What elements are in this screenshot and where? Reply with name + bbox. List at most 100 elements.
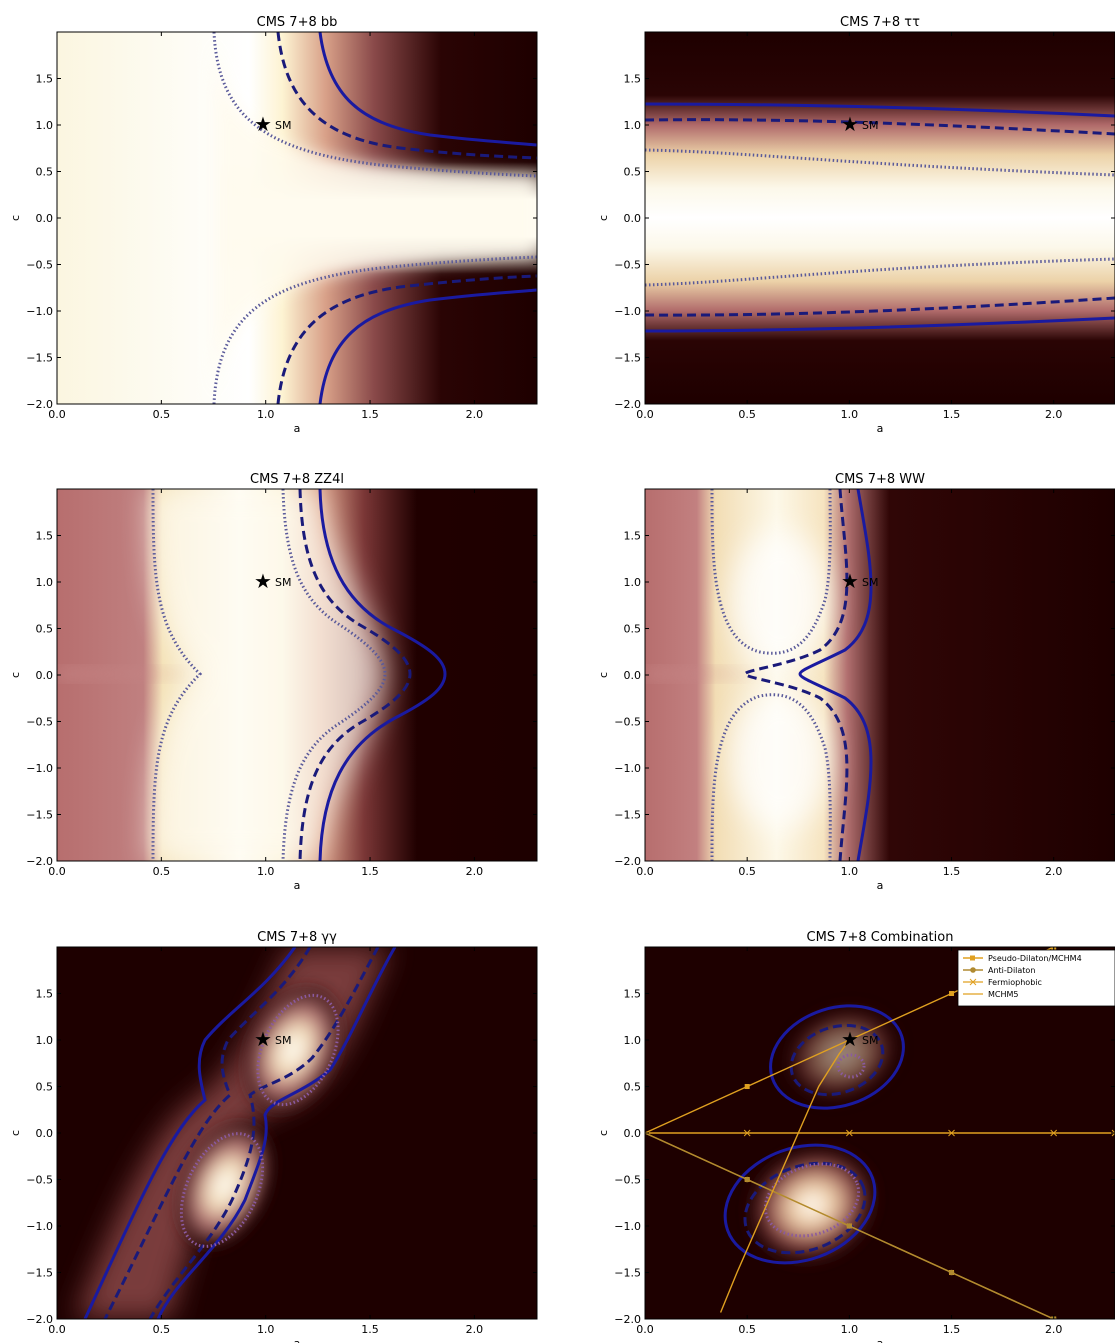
sm-label: SM <box>275 1034 291 1047</box>
x-axis-label: a <box>877 879 884 892</box>
series-point <box>744 1084 750 1089</box>
x-tick-label: 0.5 <box>153 408 171 421</box>
x-tick-label: 1.5 <box>943 408 961 421</box>
x-axis-label: a <box>294 1337 301 1343</box>
contour-dashed <box>103 947 312 1319</box>
y-tick-label: 1.0 <box>36 119 54 132</box>
y-tick-label: −1.0 <box>614 762 641 775</box>
panel-tautau: CMS 7+8 ττ 0.0 0.5 1.0 1.5 2.0 −2.0 −1.5 −1.0 −0… <box>597 15 1115 435</box>
series-point <box>1111 1129 1115 1137</box>
y-tick-label: −1.0 <box>26 762 53 775</box>
x-tick-label: 1.0 <box>257 865 275 878</box>
sm-star: ★ <box>254 112 272 136</box>
x-tick-label: 2.0 <box>1045 408 1063 421</box>
sm-star: ★ <box>254 1027 272 1051</box>
y-tick-label: −2.0 <box>614 1313 641 1326</box>
x-tick-label: 1.0 <box>841 865 859 878</box>
y-tick-label: −1.5 <box>614 1267 641 1280</box>
contour-solid <box>769 1004 905 1110</box>
series-point <box>1050 1129 1058 1137</box>
sm-star: ★ <box>841 1027 859 1051</box>
x-tick-label: 0.0 <box>48 408 66 421</box>
x-tick-label: 2.0 <box>1045 865 1063 878</box>
sm-label: SM <box>862 576 878 589</box>
series-point <box>846 1037 852 1043</box>
contour-dotted <box>763 1162 861 1238</box>
x-tick-label: 0.0 <box>636 408 654 421</box>
series-point <box>846 1223 853 1229</box>
y-tick-label: 1.5 <box>624 988 642 1001</box>
y-tick-label: −0.5 <box>26 1174 53 1187</box>
x-tick-label: 2.0 <box>466 408 484 421</box>
y-tick-label: −0.5 <box>614 259 641 272</box>
heatmap <box>57 489 537 861</box>
y-tick-label: 1.5 <box>36 73 54 86</box>
panel-title: CMS 7+8 ZZ4l <box>250 472 344 487</box>
panel-zz4l: CMS 7+8 ZZ4l 0.0 0.5 1.0 1.5 2.0 −2.0 −1.5 −1.0… <box>9 472 538 892</box>
y-tick-label: 1.0 <box>624 576 642 589</box>
x-tick-label: 2.0 <box>466 1323 484 1336</box>
sm-star: ★ <box>841 112 859 136</box>
series-point <box>948 1129 955 1137</box>
y-axis-label: c <box>597 1130 610 1136</box>
contour-dashed <box>743 489 849 861</box>
x-tick-label: 1.0 <box>841 1323 859 1336</box>
panel-title: CMS 7+8 bb <box>257 15 338 30</box>
series-line <box>719 1039 850 1313</box>
x-axis-label: a <box>294 879 301 892</box>
svg-text:MCHM5: MCHM5 <box>988 990 1019 999</box>
contour-dashed <box>789 1023 885 1097</box>
panel-title: CMS 7+8 WW <box>835 472 925 487</box>
x-tick-label: 2.0 <box>466 865 484 878</box>
contour-solid <box>318 288 537 404</box>
x-tick-label: 1.5 <box>361 865 379 878</box>
x-tick-label: 1.0 <box>841 408 859 421</box>
heatmap <box>57 32 537 404</box>
contour-solid <box>645 316 1115 333</box>
x-tick-label: 0.5 <box>153 865 171 878</box>
contour-dashed <box>148 947 380 1319</box>
sm-star: ★ <box>841 569 859 593</box>
sm-label: SM <box>275 576 291 589</box>
sm-star: ★ <box>254 569 272 593</box>
contour-dashed <box>645 118 1115 136</box>
svg-text:Fermiophobic: Fermiophobic <box>988 978 1042 987</box>
y-tick-label: −1.5 <box>26 809 53 822</box>
y-tick-label: −1.5 <box>26 352 53 365</box>
y-tick-label: 1.5 <box>624 73 642 86</box>
contour-dotted <box>256 993 340 1107</box>
x-tick-label: 0.5 <box>738 1323 756 1336</box>
x-axis-label: a <box>877 422 884 435</box>
contour-dashed <box>645 296 1115 317</box>
y-tick-label: 1.0 <box>36 1034 54 1047</box>
y-tick-label: 0.5 <box>36 1081 54 1094</box>
y-tick-label: −2.0 <box>26 398 53 411</box>
y-tick-label: −2.0 <box>614 398 641 411</box>
panel-combination: CMS 7+8 Combination 0.0 0.5 1.0 1.5 2.0 −2.0 −… <box>597 930 1115 1343</box>
x-tick-label: 1.0 <box>257 1323 275 1336</box>
y-tick-label: 1.0 <box>624 1034 642 1047</box>
y-tick-label: 0.5 <box>624 166 642 179</box>
y-axis-label: c <box>597 215 610 221</box>
contour-dotted <box>212 255 537 404</box>
contour-solid <box>645 102 1115 118</box>
x-tick-label: 2.0 <box>1045 1323 1063 1336</box>
y-tick-label: −2.0 <box>26 855 53 868</box>
y-tick-label: −1.0 <box>26 305 53 318</box>
y-axis-label: c <box>9 1130 22 1136</box>
panel-title: CMS 7+8 Combination <box>807 930 954 945</box>
contour-dotted <box>836 1053 866 1079</box>
contour-dotted <box>179 1132 265 1248</box>
y-tick-label: −2.0 <box>26 1313 53 1326</box>
y-tick-label: −0.5 <box>614 1174 641 1187</box>
legend-item-anti-dilaton: Anti-Dilaton <box>963 966 1035 975</box>
contour-solid <box>156 947 397 1319</box>
y-tick-label: 1.5 <box>36 530 54 543</box>
panel-ww: CMS 7+8 WW 0.0 0.5 1.0 1.5 2.0 −2.0 −1.5 −1.0 −0… <box>597 472 1115 892</box>
series-point <box>743 1129 751 1137</box>
y-tick-label: −1.0 <box>26 1220 53 1233</box>
contour-dotted <box>151 489 203 861</box>
y-tick-label: 0.0 <box>624 669 642 682</box>
contour-dashed <box>298 489 412 861</box>
